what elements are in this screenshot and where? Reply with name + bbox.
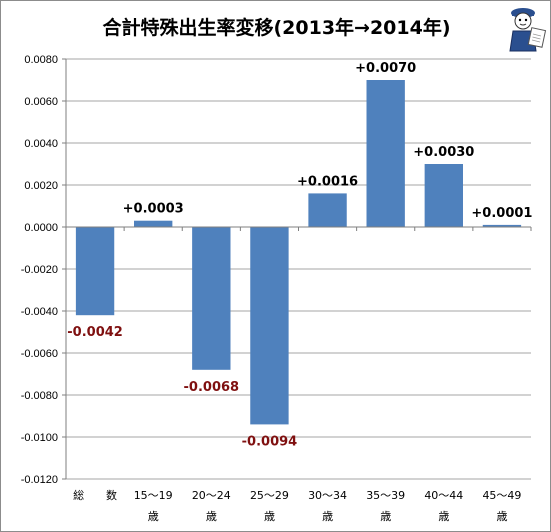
category-label: 歳 xyxy=(496,510,507,523)
data-label: +0.0030 xyxy=(413,145,474,160)
data-label: +0.0070 xyxy=(355,61,416,76)
category-label: 歳 xyxy=(264,510,275,523)
category-label: 45〜49 xyxy=(482,489,521,502)
y-tick-label: 0.0020 xyxy=(24,180,58,192)
category-label: 25〜29 xyxy=(250,489,289,502)
category-label: 35〜39 xyxy=(366,489,405,502)
chart-title: 合計特殊出生率変移(2013年→2014年) xyxy=(102,17,451,39)
y-tick-label: 0.0080 xyxy=(24,54,58,66)
y-tick-label: 0.0060 xyxy=(24,96,58,108)
y-tick-labels: 0.0080 0.0060 0.0040 0.0020 0.0000 -0.0020 -0.… xyxy=(21,54,58,486)
mascot-reader-icon xyxy=(509,8,547,52)
y-tick-label: -0.0020 xyxy=(21,264,58,276)
bar xyxy=(192,227,231,370)
data-label: +0.0003 xyxy=(123,202,184,217)
data-label: -0.0094 xyxy=(242,434,298,449)
y-tick-label: -0.0120 xyxy=(21,474,58,486)
bar xyxy=(308,193,347,227)
y-tick-label: -0.0060 xyxy=(21,348,58,360)
bar xyxy=(134,220,173,227)
bar xyxy=(366,80,405,227)
data-label: +0.0016 xyxy=(297,174,358,189)
category-label: 総 数 xyxy=(73,488,117,502)
y-tick-label: 0.0000 xyxy=(24,222,58,234)
bar xyxy=(75,227,115,316)
category-label: 歳 xyxy=(206,510,217,523)
bar xyxy=(424,164,463,227)
y-tick-label: -0.0080 xyxy=(21,390,58,402)
y-tick-label: -0.0040 xyxy=(21,306,58,318)
category-label: 30〜34 xyxy=(308,489,347,502)
axes xyxy=(62,58,532,480)
y-tick-label: 0.0040 xyxy=(24,138,58,150)
data-label: +0.0001 xyxy=(471,206,532,221)
category-label: 歳 xyxy=(148,510,159,523)
grid-lines xyxy=(66,58,531,480)
data-labels: -0.0042 +0.0003 -0.0068 -0.0094 +0.0016 +0.00… xyxy=(67,61,532,449)
category-label: 20〜24 xyxy=(192,489,231,502)
category-labels: 総 数 15〜19 歳 20〜24 歳 25〜29 歳 30〜34 歳 35〜39 歳 40〜44 歳 4… xyxy=(73,488,521,523)
data-label: -0.0068 xyxy=(184,380,240,395)
y-tick-label: -0.0100 xyxy=(21,432,58,444)
category-label: 歳 xyxy=(438,510,449,523)
bar xyxy=(482,224,522,227)
data-label: -0.0042 xyxy=(67,325,123,340)
category-label: 歳 xyxy=(322,510,333,523)
category-label: 歳 xyxy=(380,510,391,523)
bars xyxy=(75,80,522,425)
category-label: 40〜44 xyxy=(424,489,463,502)
category-label: 15〜19 xyxy=(134,489,173,502)
bar xyxy=(250,227,289,425)
